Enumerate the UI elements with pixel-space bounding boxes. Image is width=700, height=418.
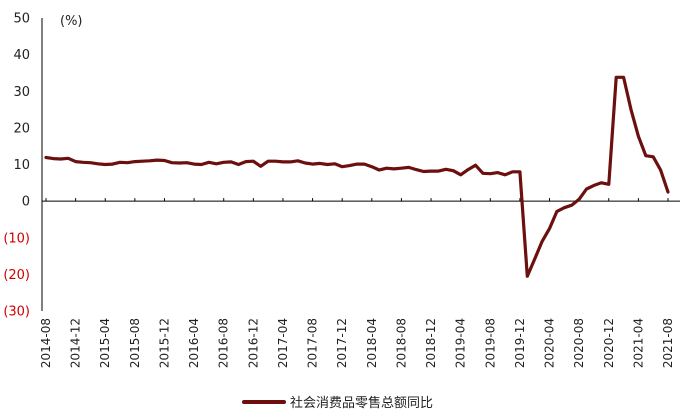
y-tick-label: (10) (3, 231, 30, 246)
x-tick-label: 2020-08 (572, 318, 586, 368)
y-tick-label: 30 (13, 85, 30, 100)
x-tick-label: 2014-12 (69, 318, 83, 368)
x-tick-label: 2015-04 (98, 318, 112, 368)
x-tick-label: 2017-08 (306, 318, 320, 368)
x-axis-tick-marks (45, 198, 669, 202)
x-tick-label: 2019-04 (454, 318, 468, 368)
x-tick-label: 2016-08 (217, 318, 231, 368)
y-axis-ticks: 50 40 30 20 10 0 (10) (20) (30) (3, 12, 30, 320)
x-tick-label: 2016-12 (246, 318, 260, 368)
y-tick-label: 10 (13, 158, 30, 173)
series-layer (44, 75, 670, 278)
series-line (44, 75, 670, 278)
y-tick-label: 40 (13, 48, 30, 63)
legend-label: 社会消费品零售总额同比 (290, 395, 433, 411)
x-tick-label: 2017-04 (276, 318, 290, 368)
y-tick-label: 50 (13, 12, 30, 27)
x-axis-ticks: 2014-08 2014-12 2015-04 2015-08 2015-12 2016-… (39, 318, 675, 368)
x-tick-label: 2014-08 (39, 318, 53, 368)
x-tick-label: 2018-04 (365, 318, 379, 368)
y-tick-label: (20) (3, 268, 30, 283)
x-tick-label: 2018-08 (394, 318, 408, 368)
x-tick-label: 2016-04 (187, 318, 201, 368)
x-tick-label: 2015-08 (128, 318, 142, 368)
x-tick-label: 2020-04 (543, 318, 557, 368)
x-tick-label: 2018-12 (424, 318, 438, 368)
x-tick-label: 2021-04 (631, 318, 645, 368)
unit-label: (%) (60, 14, 83, 29)
x-tick-label: 2020-12 (602, 318, 616, 368)
x-tick-label: 2019-12 (513, 318, 527, 368)
legend: 社会消费品零售总额同比 (242, 395, 433, 411)
x-tick-label: 2021-08 (661, 318, 675, 368)
y-tick-label: 20 (13, 121, 30, 136)
x-tick-label: 2017-12 (335, 318, 349, 368)
y-tick-label: (30) (3, 305, 30, 320)
x-tick-label: 2019-08 (483, 318, 497, 368)
x-tick-label: 2015-12 (157, 318, 171, 368)
y-tick-label: 0 (22, 195, 30, 210)
